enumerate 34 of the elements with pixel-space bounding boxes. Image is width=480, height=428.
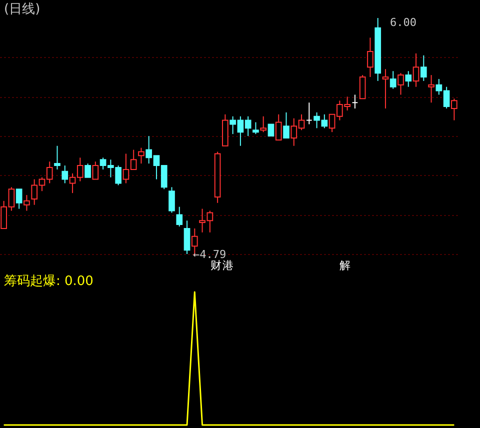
candlestick [92,161,99,180]
candlestick [252,122,259,135]
text: 解 [340,259,350,272]
annotation: 6.00 [390,16,416,29]
candlestick [367,37,374,78]
candlestick [451,98,458,121]
candlestick [412,52,420,88]
candlestick [283,112,290,138]
candlestick [275,114,282,140]
candlestick [306,102,312,125]
candlestick [24,194,30,212]
candlestick [398,72,404,96]
candlestick [382,68,389,109]
candlestick [420,54,427,82]
candlestick [138,147,144,164]
candlestick [359,74,366,100]
candlestick [176,206,183,227]
text: 港 [222,259,234,272]
candlestick [352,94,358,109]
candlestick [62,165,68,184]
candlestick [260,116,267,133]
candlestick [168,186,175,214]
chart-title: (日线) [4,2,40,17]
candlestick [405,70,412,88]
candlestick [184,220,190,255]
candlestick [390,70,396,90]
text: 财 [210,259,222,272]
annotation: ←4.79 [193,248,226,261]
candlestick [268,124,274,137]
candlestick [16,188,22,210]
candlestick [84,163,91,178]
candlestick [54,145,60,170]
candlestick [428,74,434,104]
chart-title: 筹码起爆: 0.00 [4,274,94,289]
